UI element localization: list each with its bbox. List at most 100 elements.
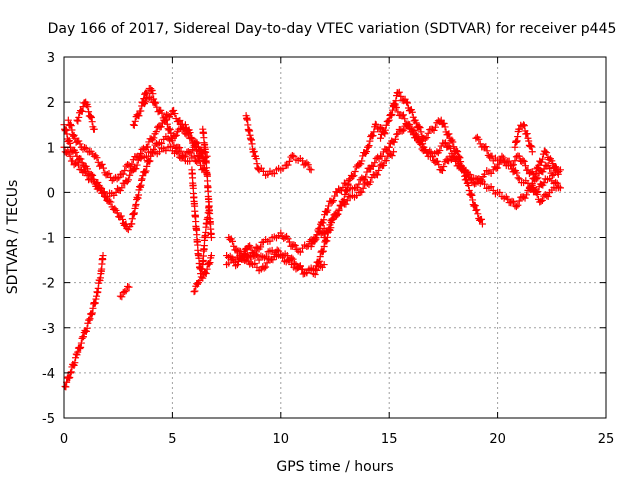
data-point-fill bbox=[440, 139, 448, 147]
data-point-fill bbox=[68, 126, 76, 134]
data-point-fill bbox=[469, 196, 477, 204]
data-point-fill bbox=[77, 339, 85, 347]
data-point-fill bbox=[315, 259, 323, 267]
data-point-fill bbox=[90, 178, 98, 186]
data-point-fill bbox=[313, 231, 321, 239]
data-point-fill bbox=[243, 246, 251, 254]
data-point-fill bbox=[513, 169, 521, 177]
data-point-fill bbox=[317, 229, 325, 237]
data-point-fill bbox=[133, 161, 141, 169]
data-point-fill bbox=[472, 175, 480, 183]
data-point bbox=[255, 256, 263, 264]
data-point bbox=[121, 288, 129, 296]
data-point-fill bbox=[170, 106, 178, 114]
data-point-fill bbox=[77, 343, 85, 351]
data-point-fill bbox=[440, 119, 448, 127]
data-point-fill bbox=[344, 181, 352, 189]
data-point-fill bbox=[481, 180, 489, 188]
data-point-fill bbox=[296, 248, 304, 256]
data-point-fill bbox=[202, 269, 210, 277]
data-point bbox=[416, 139, 424, 147]
data-point-fill bbox=[329, 197, 337, 205]
data-point-fill bbox=[387, 112, 395, 120]
data-point bbox=[338, 202, 346, 210]
data-point-fill bbox=[123, 178, 131, 186]
data-point-fill bbox=[84, 103, 92, 111]
series-trace-n bbox=[225, 224, 328, 265]
data-point-fill bbox=[71, 359, 79, 367]
data-point-fill bbox=[335, 207, 343, 215]
data-point bbox=[307, 166, 315, 174]
data-point bbox=[207, 252, 215, 260]
data-point-fill bbox=[436, 147, 444, 155]
data-point-fill bbox=[483, 147, 491, 155]
data-point bbox=[138, 98, 146, 106]
data-point-fill bbox=[422, 146, 430, 154]
series-trace-h bbox=[116, 282, 133, 301]
data-point-fill bbox=[142, 167, 150, 175]
series-trace-d bbox=[73, 98, 98, 133]
x-axis-ticks: 0 5 10 15 20 25 bbox=[60, 57, 614, 447]
data-point-fill bbox=[409, 130, 417, 138]
data-point-fill bbox=[326, 221, 334, 229]
data-point-fill bbox=[344, 186, 352, 194]
data-point-fill bbox=[172, 131, 180, 139]
data-point-fill bbox=[96, 183, 104, 191]
data-point bbox=[181, 152, 189, 160]
data-point bbox=[554, 170, 562, 178]
y-tick-label: 2 bbox=[47, 96, 55, 111]
series-trace-j bbox=[199, 125, 215, 241]
grid-lines bbox=[64, 57, 606, 418]
data-point-fill bbox=[366, 137, 374, 145]
data-point-fill bbox=[296, 262, 304, 270]
data-point-fill bbox=[538, 196, 546, 204]
data-point-fill bbox=[350, 172, 358, 180]
data-point bbox=[203, 152, 211, 160]
data-point-fill bbox=[552, 164, 560, 172]
data-point-fill bbox=[270, 170, 278, 178]
data-point-fill bbox=[375, 166, 383, 174]
data-point bbox=[515, 152, 523, 160]
data-point bbox=[64, 116, 72, 124]
data-point bbox=[103, 193, 111, 201]
data-point-fill bbox=[76, 345, 84, 353]
data-point bbox=[290, 152, 298, 160]
data-point-fill bbox=[508, 197, 516, 205]
data-point-fill bbox=[146, 93, 154, 101]
data-point-fill bbox=[153, 103, 161, 111]
data-point-fill bbox=[546, 165, 554, 173]
data-point-fill bbox=[454, 148, 462, 156]
data-point-fill bbox=[75, 113, 83, 121]
data-point-fill bbox=[137, 107, 145, 115]
data-point-fill bbox=[311, 236, 319, 244]
data-point-fill bbox=[128, 160, 136, 168]
data-point-fill bbox=[496, 156, 504, 164]
x-tick-label: 10 bbox=[273, 432, 290, 447]
data-point-fill bbox=[167, 111, 175, 119]
data-point bbox=[90, 125, 98, 133]
data-point-fill bbox=[124, 176, 132, 184]
data-point-fill bbox=[119, 170, 127, 178]
data-point-fill bbox=[139, 99, 147, 107]
data-point-fill bbox=[467, 190, 475, 198]
data-point-fill bbox=[351, 168, 359, 176]
data-point-fill bbox=[392, 103, 400, 111]
data-point-fill bbox=[93, 154, 101, 162]
data-point-fill bbox=[124, 282, 132, 290]
data-point-fill bbox=[132, 165, 140, 173]
data-point-fill bbox=[176, 144, 184, 152]
data-point-fill bbox=[260, 264, 268, 272]
data-point-fill bbox=[62, 383, 70, 391]
data-point-fill bbox=[205, 260, 213, 268]
data-point-fill bbox=[171, 132, 179, 140]
data-point-fill bbox=[230, 242, 238, 250]
data-point-fill bbox=[66, 373, 74, 381]
data-point-fill bbox=[81, 143, 89, 151]
data-point-fill bbox=[82, 327, 90, 335]
data-point-fill bbox=[521, 162, 529, 170]
data-point-fill bbox=[67, 120, 75, 128]
data-point-fill bbox=[343, 187, 351, 195]
data-point-fill bbox=[293, 245, 301, 253]
series-trace-l bbox=[242, 112, 315, 179]
data-point-fill bbox=[74, 348, 82, 356]
